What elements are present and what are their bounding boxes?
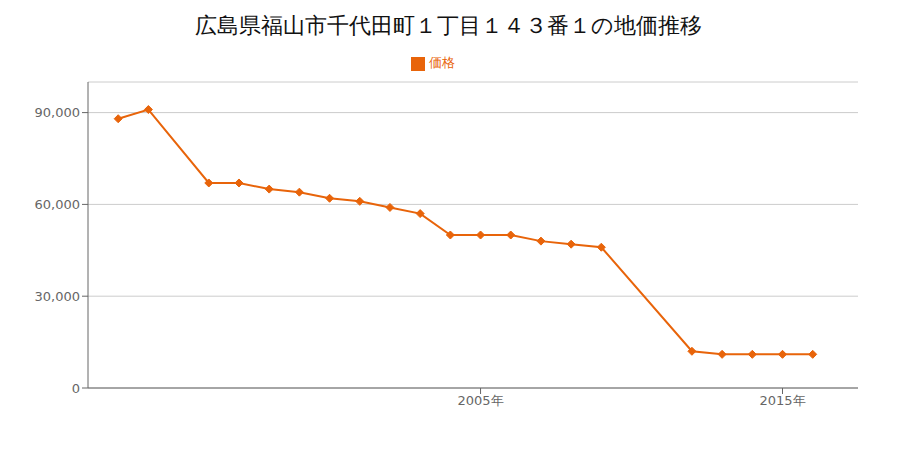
html-text:広島県福山市千代田町１丁目１４３番１の地価推移: 広島県福山市千代田町１丁目１４３番１の地価推移 [194, 13, 702, 38]
svg-text:0: 0 [72, 381, 80, 396]
svg-text:30,000: 30,000 [35, 289, 81, 304]
svg-text:2005年: 2005年 [458, 393, 504, 408]
svg-text:2015年: 2015年 [759, 393, 805, 408]
svg-text:90,000: 90,000 [35, 105, 81, 120]
html-text:価格: 価格 [429, 55, 455, 70]
svg-text:60,000: 60,000 [35, 197, 81, 212]
